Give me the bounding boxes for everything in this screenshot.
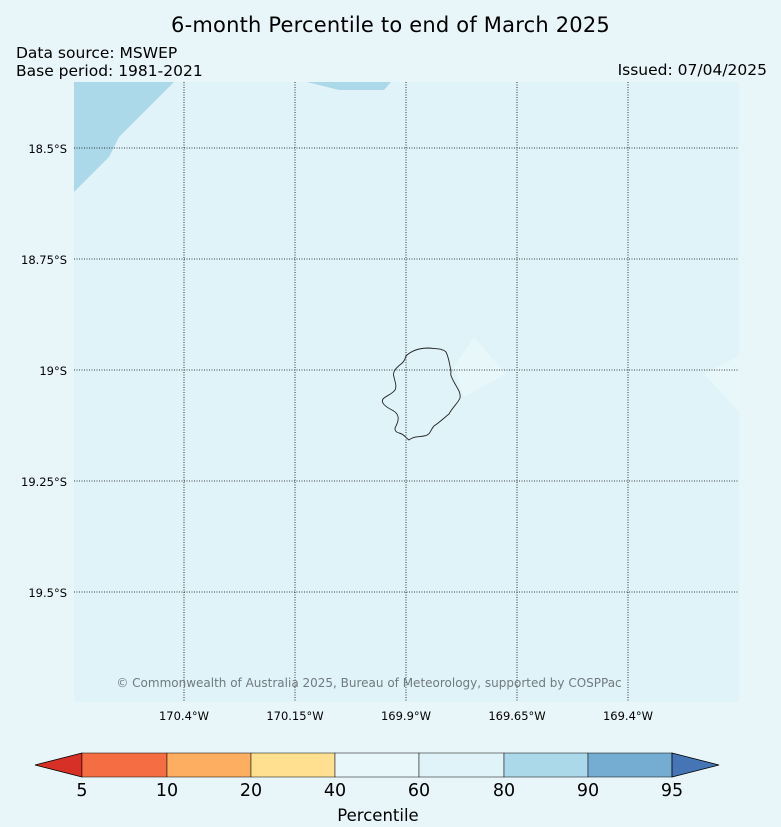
lat-label-5: 19.5°S	[28, 586, 67, 600]
light-patch-center	[454, 337, 506, 397]
colorbar-tick-4: 40	[323, 781, 347, 801]
map-title: 6-month Percentile to end of March 2025	[171, 13, 610, 37]
colorbar-svg	[34, 752, 720, 778]
gridlines	[74, 82, 739, 702]
colorbar-segment-80-90	[503, 752, 589, 778]
colorbar-tick-3: 20	[239, 781, 263, 801]
colorbar-segment-10-20	[166, 752, 252, 778]
colorbar-segment-60-80	[418, 752, 505, 778]
colorbar-segment-90-95	[587, 752, 673, 778]
colorbar-tick-5: 60	[407, 781, 431, 801]
shading-north	[307, 82, 391, 90]
shading-northwest	[74, 82, 174, 192]
niue-island-outline	[381, 347, 461, 441]
colorbar: 5 10 20 40 60 80 90 95 Percentile	[0, 748, 781, 827]
lon-label-2: 170.15°W	[266, 709, 324, 723]
colorbar-label: Percentile	[337, 806, 419, 825]
colorbar-tick-2: 10	[155, 781, 179, 801]
colorbar-tick-7: 90	[576, 781, 600, 801]
colorbar-tick-1: 5	[76, 781, 88, 801]
metadata-left: Data source: MSWEP Base period: 1981-202…	[16, 44, 203, 80]
map-panel: © Commonwealth of Australia 2025, Bureau…	[74, 82, 739, 702]
issued-date-text: Issued: 07/04/2025	[617, 61, 767, 79]
lon-label-5: 169.4°W	[602, 709, 654, 723]
base-period-text: Base period: 1981-2021	[16, 62, 203, 80]
colorbar-segment-under	[34, 752, 83, 778]
lat-label-4: 19.25°S	[21, 475, 67, 489]
colorbar-segment-over	[671, 752, 720, 778]
colorbar-tick-6: 80	[492, 781, 516, 801]
map-canvas	[74, 82, 739, 702]
lon-label-4: 169.65°W	[488, 709, 546, 723]
colorbar-tick-8: 95	[660, 781, 684, 801]
lat-label-2: 18.75°S	[21, 253, 67, 267]
lon-label-3: 169.9°W	[380, 709, 432, 723]
copyright-notice: © Commonwealth of Australia 2025, Bureau…	[116, 676, 622, 690]
lat-label-3: 19°S	[39, 364, 67, 378]
light-patch-east	[704, 356, 739, 412]
data-source-text: Data source: MSWEP	[16, 44, 178, 62]
lon-label-1: 170.4°W	[158, 709, 210, 723]
colorbar-segment-40-60	[334, 752, 420, 778]
colorbar-segment-20-40	[250, 752, 336, 778]
lat-label-1: 18.5°S	[28, 142, 67, 156]
colorbar-segment-5-10	[81, 752, 168, 778]
